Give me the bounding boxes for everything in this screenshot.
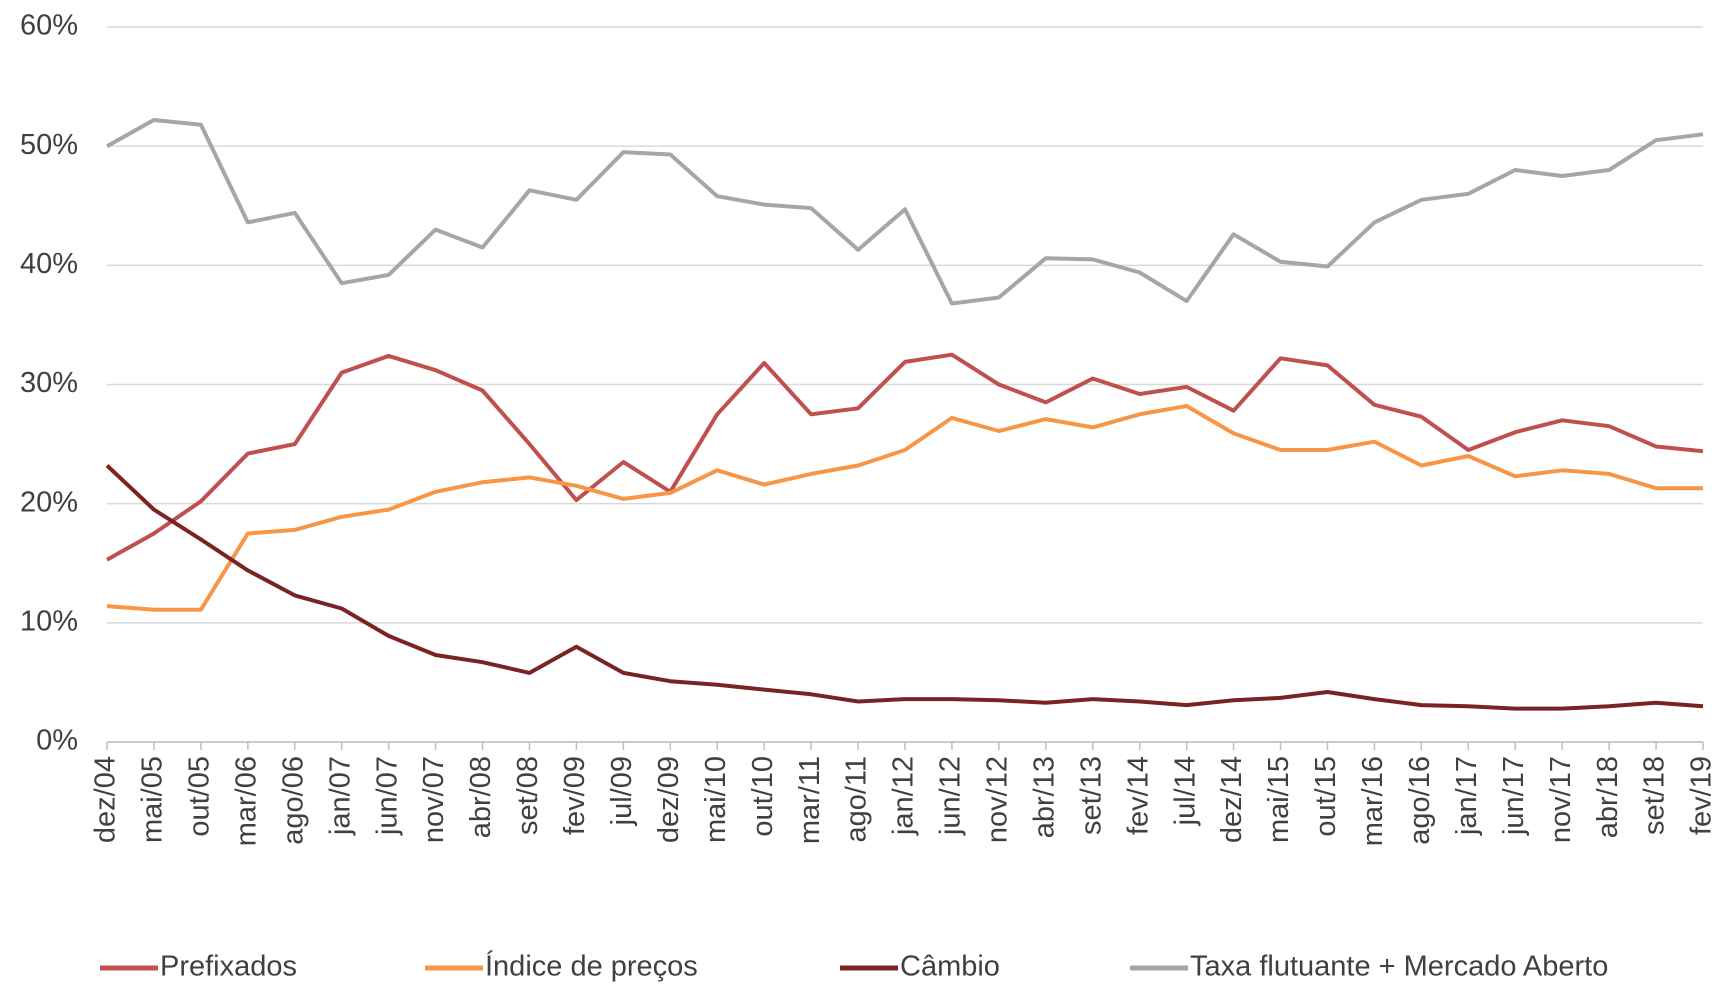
x-tick-label: mai/05: [137, 756, 169, 843]
x-tick-label: jun/17: [1498, 756, 1530, 836]
x-tick-label: nov/17: [1545, 756, 1577, 843]
x-tick-label: jun/12: [935, 756, 967, 836]
legend-label: Taxa flutuante + Mercado Aberto: [1190, 951, 1608, 983]
y-tick-label: 20%: [20, 486, 78, 518]
x-tick-label: jan/17: [1451, 756, 1483, 836]
x-tick-label: out/10: [747, 756, 779, 837]
x-tick-label: jan/07: [324, 756, 356, 836]
y-tick-label: 30%: [20, 367, 78, 399]
series-line: [106, 118, 1704, 306]
x-tick-label: nov/07: [418, 756, 450, 843]
x-tick-label: mar/11: [794, 756, 826, 844]
x-tick-label: nov/12: [982, 756, 1014, 843]
y-tick-label: 0%: [36, 725, 78, 757]
x-tick-label: dez/04: [90, 756, 122, 843]
legend-label: Índice de preços: [485, 950, 698, 983]
x-tick-label: jul/09: [606, 756, 638, 826]
x-tick-label: abr/08: [465, 756, 497, 838]
x-tick-label: ago/06: [277, 756, 309, 845]
x-tick-label: ago/16: [1404, 756, 1436, 845]
x-tick-label: mar/16: [1357, 756, 1389, 846]
series-line: [105, 464, 1704, 711]
x-tick-label: fev/14: [1122, 756, 1154, 835]
x-tick-label: abr/13: [1028, 756, 1060, 838]
x-tick-label: jul/14: [1169, 756, 1201, 826]
series-line: [106, 404, 1703, 612]
x-tick-label: jan/12: [888, 756, 920, 836]
x-tick-label: dez/09: [653, 756, 685, 843]
x-tick-label: mai/15: [1263, 756, 1295, 843]
x-tick-label: jun/07: [371, 756, 403, 836]
y-tick-label: 60%: [20, 10, 78, 42]
series-line: [106, 352, 1704, 562]
x-tick-label: mar/06: [230, 756, 262, 846]
x-tick-label: mai/10: [700, 756, 732, 843]
x-tick-label: out/05: [184, 756, 216, 837]
y-tick-label: 10%: [20, 605, 78, 637]
y-tick-label: 40%: [20, 248, 78, 280]
x-tick-label: abr/18: [1592, 756, 1624, 838]
legend-label: Prefixados: [160, 951, 297, 983]
x-tick-label: out/15: [1310, 756, 1342, 837]
legend-label: Câmbio: [900, 951, 1000, 983]
x-tick-label: ago/11: [841, 756, 873, 843]
x-tick-label: set/08: [512, 756, 544, 835]
x-tick-label: fev/09: [559, 756, 591, 835]
x-tick-label: dez/14: [1216, 756, 1248, 843]
y-tick-label: 50%: [20, 129, 78, 161]
x-tick-label: fev/19: [1686, 756, 1718, 835]
x-tick-label: set/13: [1075, 756, 1107, 835]
x-tick-label: set/18: [1639, 756, 1671, 835]
